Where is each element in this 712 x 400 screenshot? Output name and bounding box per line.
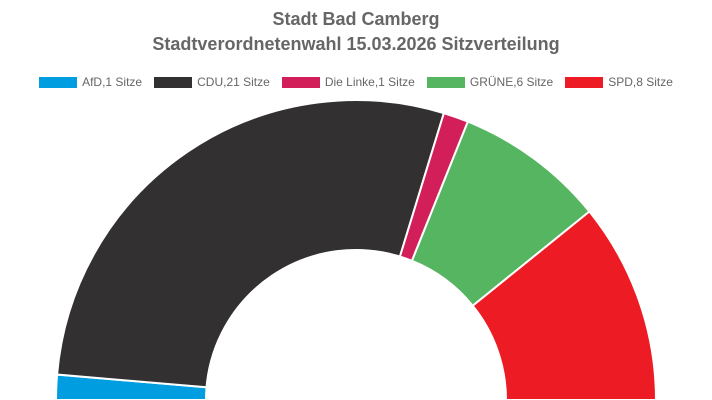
seat-segment-spd[interactable] xyxy=(471,210,658,400)
legend-item-afd[interactable]: AfD,1 Sitze xyxy=(39,75,142,89)
legend-swatch xyxy=(39,76,78,88)
legend-label: Die Linke,1 Sitze xyxy=(324,75,415,89)
chart-subtitle: Stadtverordnetenwahl 15.03.2026 Sitzvert… xyxy=(152,34,560,54)
legend-swatch xyxy=(426,76,465,88)
legend-item-die-linke[interactable]: Die Linke,1 Sitze xyxy=(281,75,415,89)
chart-legend: AfD,1 Sitze CDU,21 Sitze Die Linke,1 Sitze… xyxy=(0,75,712,89)
chart-title: Stadt Bad Camberg xyxy=(272,9,440,29)
seat-segment-cdu[interactable] xyxy=(55,99,446,389)
legend-swatch xyxy=(281,76,320,88)
legend-swatch xyxy=(565,76,604,88)
legend-item-spd[interactable]: SPD,8 Sitze xyxy=(565,75,673,89)
legend-label: AfD,1 Sitze xyxy=(82,75,143,89)
legend-item-gr-ne[interactable]: GRÜNE,6 Sitze xyxy=(426,75,554,89)
legend-label: GRÜNE,6 Sitze xyxy=(469,75,554,89)
legend-item-cdu[interactable]: CDU,21 Sitze xyxy=(154,75,270,89)
legend-swatch xyxy=(154,76,193,88)
legend-label: CDU,21 Sitze xyxy=(197,75,270,89)
legend-label: SPD,8 Sitze xyxy=(608,75,673,89)
